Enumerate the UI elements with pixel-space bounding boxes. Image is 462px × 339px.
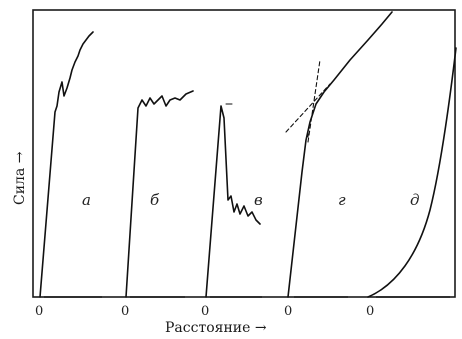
- panel-label-v: в: [254, 191, 263, 209]
- curve-b: [125, 90, 194, 298]
- origin-label-g: 0: [284, 304, 292, 319]
- curve-d: [367, 47, 457, 298]
- y-axis-title: Сила →: [12, 151, 28, 205]
- panel-label-b: б: [150, 191, 160, 209]
- panel-label-a: а: [82, 191, 91, 209]
- curve-v: [205, 105, 261, 298]
- origin-label-b: 0: [121, 304, 129, 319]
- tangent-line-g-2: [307, 59, 321, 143]
- tangent-line-g-1: [285, 83, 331, 133]
- curve-g: [287, 11, 393, 298]
- origin-label-v: 0: [201, 304, 209, 319]
- curve-a: [39, 31, 94, 298]
- panel-label-g: г: [338, 191, 346, 209]
- x-axis-title: Расстояние →: [165, 320, 267, 336]
- origin-label-a: 0: [35, 304, 43, 319]
- origin-label-d: 0: [366, 304, 374, 319]
- plot-frame: [32, 9, 456, 298]
- panel-label-d: д: [410, 191, 420, 209]
